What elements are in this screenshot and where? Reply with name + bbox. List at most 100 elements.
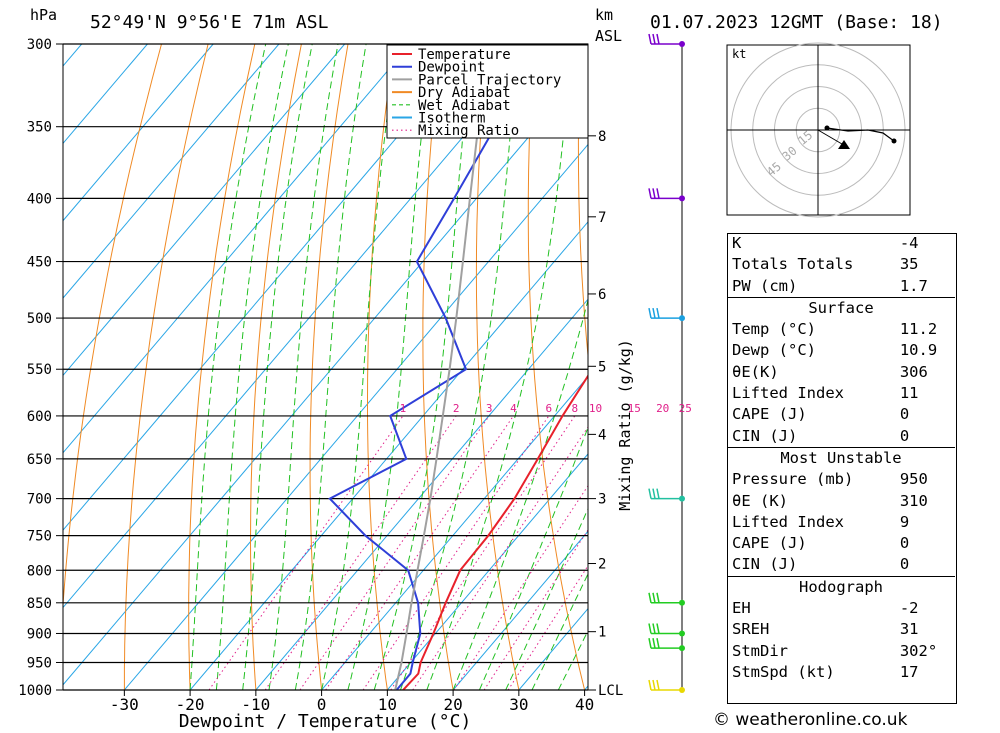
pressure-tick-label: 800 <box>27 563 52 579</box>
pressure-tick-label: 450 <box>27 255 52 271</box>
isotherm-line <box>321 375 588 690</box>
wind-barb-flag <box>648 592 652 603</box>
height-ref-label: ASL <box>595 27 622 45</box>
temperature-tick-label: 0 <box>317 695 327 714</box>
isotherm-line <box>123 143 588 690</box>
mixing-ratio-line <box>325 415 514 690</box>
mixing-ratio-label: 20 <box>656 402 669 415</box>
mixing-ratio-axis-label: Mixing Ratio (g/kg) <box>616 339 634 511</box>
index-label: θE(K) <box>732 362 779 381</box>
temperature-tick-label: -30 <box>110 695 139 714</box>
wet-adiabat-line <box>294 44 367 690</box>
index-label: StmSpd (kt) <box>732 662 835 681</box>
legend-box <box>386 44 589 139</box>
index-label: PW (cm) <box>732 276 798 295</box>
isotherm-line <box>63 44 148 145</box>
mixing-ratio-label: 3 <box>486 402 493 415</box>
index-row: Totals Totals 35 <box>727 254 955 275</box>
index-label: StmDir <box>732 641 788 660</box>
series-dewpoint <box>328 44 522 690</box>
index-label: CIN (J) <box>732 426 798 445</box>
wind-barb-flag <box>656 188 660 199</box>
legend-label: Dewpoint <box>418 60 485 76</box>
height-tick-label: 8 <box>598 129 606 145</box>
height-tick-label: 3 <box>598 492 606 508</box>
series-parcel-trajectory <box>394 44 497 690</box>
isotherm-line <box>63 44 280 299</box>
mixing-ratio-label: 6 <box>545 402 552 415</box>
wind-barb-flag <box>656 592 660 603</box>
index-value: 302° <box>899 641 938 660</box>
wet-adiabat-line <box>347 44 433 690</box>
isotherm-line <box>255 298 588 690</box>
wind-level-dot <box>679 495 685 502</box>
section-title: Most Unstable <box>727 446 955 470</box>
wind-barb-flag <box>656 623 660 634</box>
plot-frame <box>62 43 589 691</box>
wet-adiabat-line <box>478 426 588 690</box>
mixing-ratio-label: 1 <box>400 402 407 415</box>
wind-barb-flag <box>652 307 656 319</box>
pressure-tick-label: 500 <box>27 311 52 327</box>
legend-label: Temperature <box>418 47 511 63</box>
wind-level-dot <box>679 195 685 202</box>
sounding-profiles <box>328 44 588 690</box>
legend-label: Wet Adiabat <box>418 98 511 114</box>
wind-barb-flag <box>648 679 652 691</box>
index-label: CAPE (J) <box>732 405 807 424</box>
index-row: CAPE (J) 0 <box>727 533 955 554</box>
pressure-tick-label: 600 <box>27 409 52 425</box>
wet-adiabat-line <box>215 44 289 690</box>
temperature-tick-label: 20 <box>443 695 462 714</box>
dry-adiabat-line <box>367 44 396 690</box>
isotherm-line <box>63 44 346 377</box>
hodograph-end-point <box>891 138 897 144</box>
isotherm-line <box>452 530 588 690</box>
wind-barb-flag <box>656 307 660 319</box>
index-row: Lifted Index 11 <box>727 383 955 404</box>
pressure-tick-label: 300 <box>27 37 52 53</box>
index-row: Pressure (mb) 950 <box>727 469 955 490</box>
wet-adiabat-line <box>242 44 313 690</box>
mixing-ratio-line <box>299 415 490 690</box>
mixing-ratio-line <box>453 484 588 690</box>
wind-barb-flag <box>652 623 656 634</box>
wet-adiabat-line <box>505 507 588 690</box>
wind-barb-flag <box>652 638 656 649</box>
x-axis-label: Dewpoint / Temperature (°C) <box>179 711 472 732</box>
index-label: CAPE (J) <box>732 534 807 553</box>
wet-adiabat-line <box>400 44 520 690</box>
height-tick-label: 5 <box>598 359 606 375</box>
index-value: 1.7 <box>899 276 928 295</box>
hodograph-trace <box>826 127 895 142</box>
index-value: 310 <box>899 491 928 510</box>
index-row: PW (cm) 1.7 <box>727 276 955 298</box>
index-label: SREH <box>732 620 770 639</box>
legend-label: Isotherm <box>418 111 485 127</box>
mixing-ratio-label: 10 <box>589 402 602 415</box>
index-value: 31 <box>899 620 919 639</box>
pressure-tick-label: 750 <box>27 529 52 545</box>
index-row: CIN (J) 0 <box>727 554 955 576</box>
copyright: © weatheronline.co.uk <box>713 710 908 730</box>
wind-barb-flag <box>656 679 660 691</box>
isotherm-line <box>386 453 588 690</box>
dry-adiabat-line <box>954 44 1000 690</box>
dry-adiabat-line <box>422 44 454 690</box>
isotherm-line <box>63 44 477 531</box>
wind-profile <box>648 33 685 693</box>
index-row: θE (K) 310 <box>727 491 955 512</box>
mixing-ratio-label: 4 <box>510 402 517 415</box>
temperature-tick-label: -20 <box>176 695 205 714</box>
index-row: θE(K) 306 <box>727 362 955 383</box>
wind-barb-flag <box>652 188 656 199</box>
wet-adiabat-line <box>426 44 573 690</box>
hodograph-start-point <box>824 125 830 131</box>
storm-motion-marker <box>838 140 850 149</box>
wind-barb-flag <box>648 307 652 319</box>
section-title: Surface <box>727 296 955 320</box>
wind-barb-flag <box>652 488 656 499</box>
dry-adiabat-line <box>188 44 256 690</box>
index-value: 35 <box>899 255 919 274</box>
